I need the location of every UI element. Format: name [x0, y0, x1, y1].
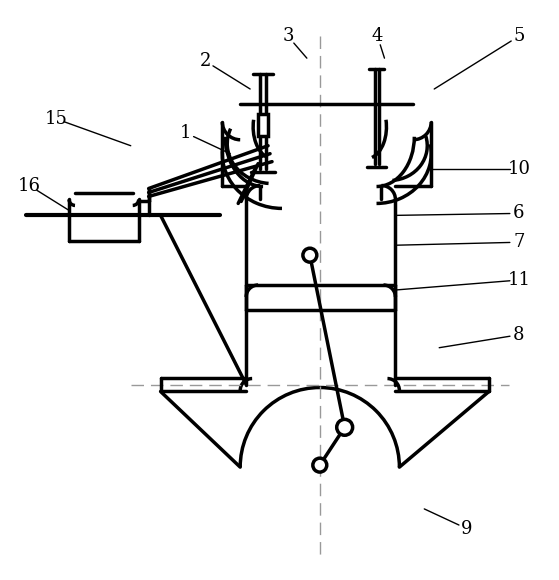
Circle shape	[303, 248, 317, 262]
Text: 5: 5	[513, 27, 524, 45]
Text: 11: 11	[508, 271, 530, 289]
Text: 6: 6	[513, 204, 524, 222]
Text: 4: 4	[372, 27, 383, 45]
Text: 7: 7	[513, 233, 524, 251]
Text: 9: 9	[461, 520, 473, 538]
Text: 1: 1	[180, 124, 191, 142]
Text: 3: 3	[282, 27, 293, 45]
Text: 8: 8	[513, 326, 524, 344]
Text: 10: 10	[508, 160, 530, 177]
Text: 15: 15	[45, 110, 68, 128]
Circle shape	[337, 419, 353, 435]
Circle shape	[313, 458, 327, 472]
Text: 2: 2	[200, 52, 211, 70]
Bar	[258, 114, 268, 136]
Text: 16: 16	[18, 176, 41, 194]
